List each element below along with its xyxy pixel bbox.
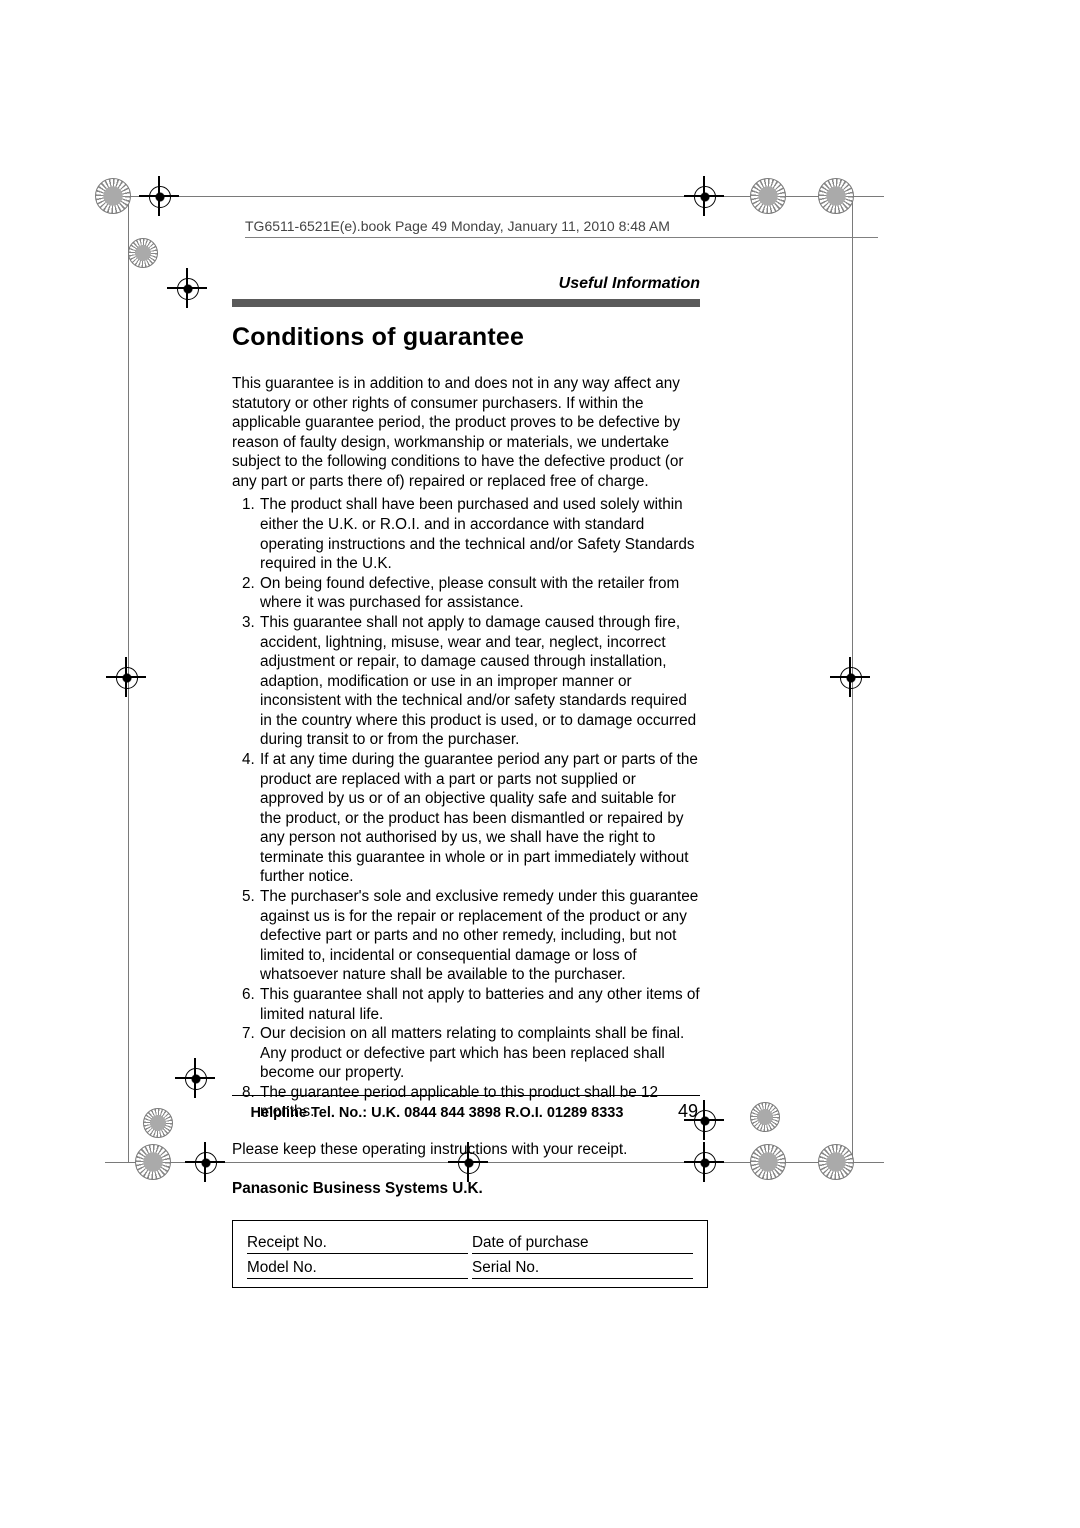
- field-serial-no: Serial No.: [472, 1260, 693, 1279]
- print-header-text: TG6511-6521E(e).book Page 49 Monday, Jan…: [245, 218, 878, 238]
- terms-list: The product shall have been purchased an…: [232, 495, 700, 1122]
- page-title: Conditions of guarantee: [232, 323, 700, 352]
- manual-page: TG6511-6521E(e).book Page 49 Monday, Jan…: [0, 0, 1080, 1528]
- field-date-of-purchase: Date of purchase: [472, 1235, 693, 1254]
- footer: Helpline Tel. No.: U.K. 0844 844 3898 R.…: [232, 1104, 700, 1121]
- intro-paragraph: This guarantee is in addition to and doe…: [232, 374, 700, 491]
- term-item: This guarantee shall not apply to batter…: [259, 985, 700, 1024]
- term-item: On being found defective, please consult…: [259, 574, 700, 613]
- term-item: If at any time during the guarantee peri…: [259, 750, 700, 887]
- footer-helpline: Helpline Tel. No.: U.K. 0844 844 3898 R.…: [232, 1105, 642, 1121]
- term-item: Our decision on all matters relating to …: [259, 1024, 700, 1083]
- crop-line: [128, 196, 853, 197]
- field-model-no: Model No.: [247, 1260, 468, 1279]
- company-name: Panasonic Business Systems U.K.: [232, 1180, 700, 1198]
- field-receipt-no: Receipt No.: [247, 1235, 468, 1254]
- page-number: 49: [678, 1101, 698, 1122]
- term-item: The product shall have been purchased an…: [259, 495, 700, 573]
- term-item: The purchaser's sole and exclusive remed…: [259, 887, 700, 985]
- section-bar: [232, 299, 700, 307]
- receipt-fields-box: Receipt No. Date of purchase Model No. S…: [232, 1220, 708, 1288]
- page-content: Useful Information Conditions of guarant…: [232, 275, 700, 1288]
- footer-rule: [232, 1095, 700, 1096]
- section-label: Useful Information: [232, 275, 700, 293]
- term-item: This guarantee shall not apply to damage…: [259, 613, 700, 750]
- after-text: Please keep these operating instructions…: [232, 1140, 700, 1160]
- fields-table: Receipt No. Date of purchase Model No. S…: [245, 1231, 695, 1281]
